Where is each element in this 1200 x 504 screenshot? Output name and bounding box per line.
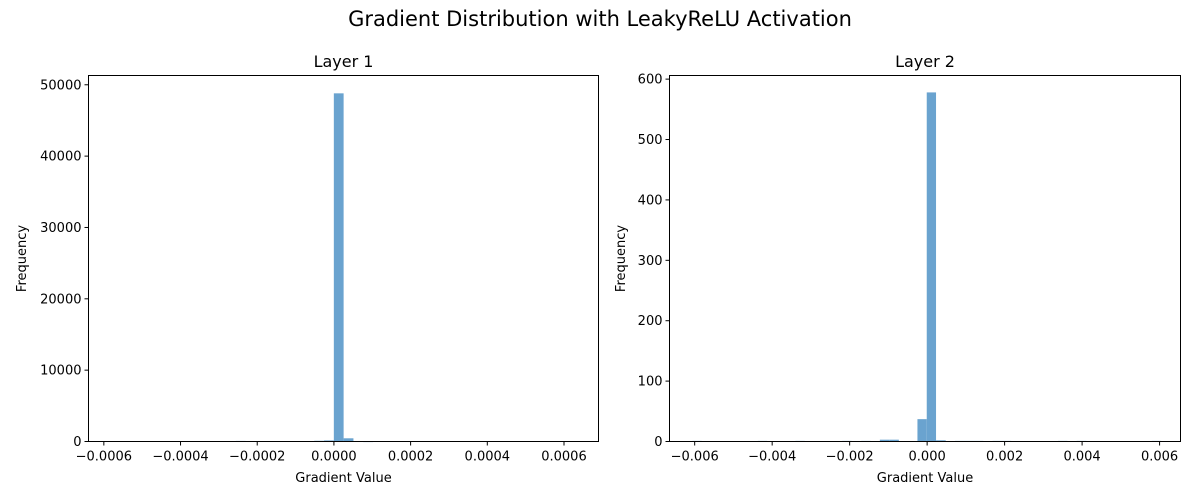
panel-layer-2: Layer 2 −0.006 −0.004 −0.002 0.000 0.002 0.00… — [614, 52, 1181, 486]
y-tick-label: 0 — [73, 435, 81, 450]
y-tick-label: 500 — [638, 133, 663, 148]
x-tick-label: 0.004 — [1063, 450, 1100, 465]
y-tick-label: 600 — [638, 73, 663, 88]
panel-layer-1: Layer 1 −0.0006 −0.0004 −0.0002 0.0000 0.000… — [15, 52, 599, 486]
x-axis-label: Gradient Value — [877, 471, 973, 486]
x-tick-label: −0.0002 — [229, 450, 285, 465]
histogram-bar — [926, 92, 937, 442]
plot-frame — [88, 75, 599, 442]
y-tick-label: 10000 — [40, 364, 81, 379]
x-tick-label: 0.0004 — [465, 450, 511, 465]
x-tick-label: 0.0002 — [388, 450, 434, 465]
x-tick-label: 0.0006 — [541, 450, 587, 465]
y-tick-label: 30000 — [40, 221, 81, 236]
figure-suptitle: Gradient Distribution with LeakyReLU Act… — [348, 7, 852, 31]
histogram-bar — [324, 440, 334, 442]
x-tick-label: 0.006 — [1141, 450, 1178, 465]
histogram-bar — [936, 440, 946, 442]
x-tick-label: −0.006 — [671, 450, 719, 465]
histogram-bar — [889, 439, 899, 442]
y-tick-label: 400 — [638, 193, 663, 208]
plot-frame — [669, 75, 1181, 442]
y-tick-label: 0 — [654, 435, 662, 450]
x-tick-label: −0.0004 — [152, 450, 208, 465]
y-tick-label: 100 — [638, 375, 663, 390]
x-tick-label: 0.0000 — [311, 450, 357, 465]
x-tick-label: 0.000 — [909, 450, 946, 465]
x-tick-label: 0.002 — [986, 450, 1023, 465]
x-tick-label: −0.0006 — [76, 450, 132, 465]
y-axis-label: Frequency — [15, 225, 30, 292]
histogram-bar — [333, 93, 344, 442]
panel-title: Layer 1 — [314, 52, 374, 71]
y-tick-label: 40000 — [40, 150, 81, 165]
x-axis-ticks: −0.006 −0.004 −0.002 0.000 0.002 0.004 0.006 — [671, 441, 1178, 465]
y-tick-label: 200 — [638, 314, 663, 329]
y-axis-label: Frequency — [614, 225, 629, 292]
x-tick-label: −0.002 — [826, 450, 874, 465]
x-axis-label: Gradient Value — [295, 471, 391, 486]
y-axis-ticks: 0 10000 20000 30000 40000 50000 — [40, 78, 89, 450]
panel-title: Layer 2 — [895, 52, 955, 71]
histogram-bar — [879, 439, 890, 442]
x-tick-label: −0.004 — [748, 450, 796, 465]
histogram-bar — [343, 438, 354, 442]
histogram-bar — [917, 419, 927, 442]
y-axis-ticks: 0 100 200 300 400 500 600 — [638, 73, 670, 450]
x-axis-ticks: −0.0006 −0.0004 −0.0002 0.0000 0.0002 0.0004 0… — [76, 441, 587, 465]
y-tick-label: 300 — [638, 254, 663, 269]
y-tick-label: 50000 — [40, 78, 81, 93]
y-tick-label: 20000 — [40, 292, 81, 307]
